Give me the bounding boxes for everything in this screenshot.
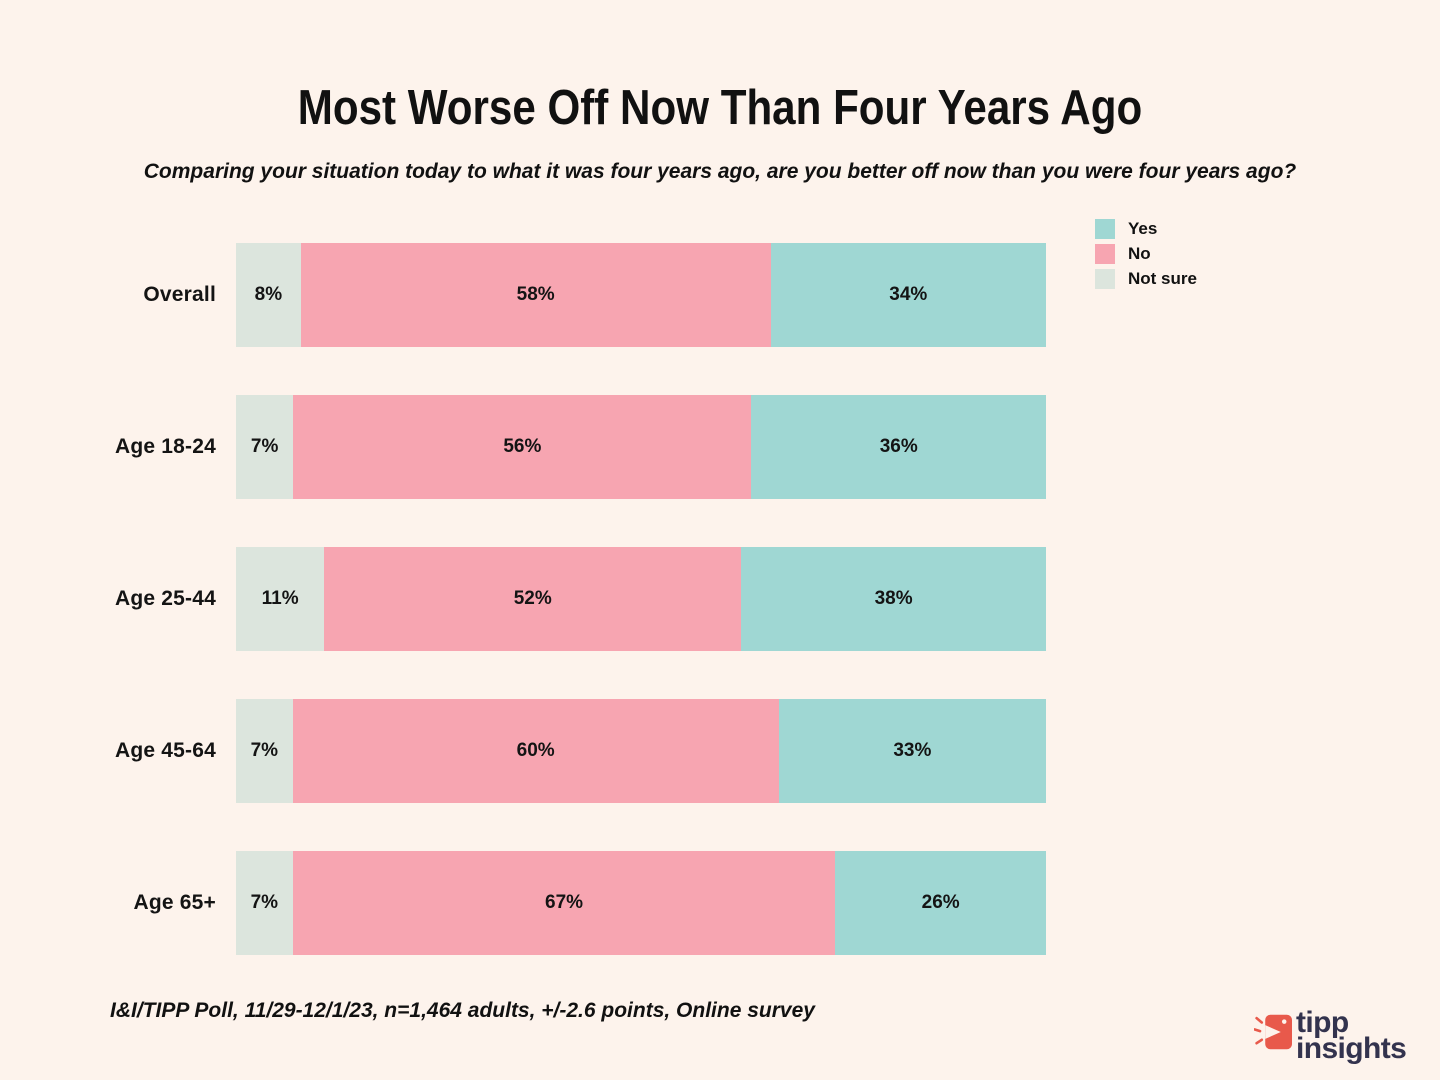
bar-segment-yes: 26% xyxy=(835,851,1046,955)
bar-segment-no: 67% xyxy=(292,851,836,955)
bar-segment-yes: 33% xyxy=(778,699,1046,803)
bar-segment-no: 56% xyxy=(293,395,752,499)
page-title-text: Most Worse Off Now Than Four Years Ago xyxy=(297,81,1143,135)
bar-segment-no: 60% xyxy=(292,699,779,803)
segment-value-label: 56% xyxy=(503,436,542,457)
legend-swatch-icon xyxy=(1095,269,1115,289)
bar-segment-not-sure: 11% xyxy=(236,547,325,651)
stacked-bar: 11% 52% 38% xyxy=(236,547,1046,651)
chart-row-age-45-64: Age 45-64 7% 60% 33% xyxy=(0,699,1046,803)
segment-value-label: 8% xyxy=(254,284,283,305)
legend-item-yes: Yes xyxy=(1095,219,1197,239)
legend-swatch-icon xyxy=(1095,244,1115,264)
legend-label: Yes xyxy=(1128,219,1158,238)
legend-item-no: No xyxy=(1095,244,1197,264)
chart-row-overall: Overall 8% 58% 34% xyxy=(0,243,1046,347)
category-label: Age 65+ xyxy=(133,891,216,914)
bar-segment-not-sure: 7% xyxy=(236,395,294,499)
stacked-bar: 7% 67% 26% xyxy=(236,851,1046,955)
category-label: Overall xyxy=(143,283,216,306)
segment-value-label: 67% xyxy=(545,892,584,913)
segment-value-label: 36% xyxy=(879,436,918,457)
segment-value-label: 7% xyxy=(250,892,279,913)
page-title: Most Worse Off Now Than Four Years Ago xyxy=(0,80,1440,136)
bar-segment-not-sure: 7% xyxy=(236,699,293,803)
legend-item-not-sure: Not sure xyxy=(1095,269,1197,289)
segment-value-label: 7% xyxy=(250,740,279,761)
segment-value-label: 33% xyxy=(893,740,932,761)
source-footnote: I&I/TIPP Poll, 11/29-12/1/23, n=1,464 ad… xyxy=(110,999,815,1022)
bar-segment-yes: 36% xyxy=(751,395,1046,499)
logo-line2: insights xyxy=(1296,1031,1407,1065)
tipp-bird-icon xyxy=(1254,1014,1292,1050)
segment-value-label: 38% xyxy=(874,588,913,609)
category-label: Age 18-24 xyxy=(114,435,216,458)
chart-legend: Yes No Not sure xyxy=(1095,219,1197,289)
bar-segment-yes: 34% xyxy=(770,243,1046,347)
segment-value-label: 34% xyxy=(889,284,928,305)
legend-label: No xyxy=(1128,244,1151,263)
stacked-bar: 7% 56% 36% xyxy=(236,395,1046,499)
segment-value-label: 58% xyxy=(516,284,555,305)
legend-label: Not sure xyxy=(1128,269,1197,288)
chart-row-age-65-: Age 65+ 7% 67% 26% xyxy=(0,851,1046,955)
logo-line1: tipp xyxy=(1296,1006,1349,1039)
segment-value-label: 11% xyxy=(261,588,299,609)
bar-segment-no: 58% xyxy=(300,243,771,347)
chart-row-age-25-44: Age 25-44 11% 52% 38% xyxy=(0,547,1046,651)
stacked-bar: 7% 60% 33% xyxy=(236,699,1046,803)
chart-row-age-18-24: Age 18-24 7% 56% 36% xyxy=(0,395,1046,499)
tippinsights-logo: tipp insights xyxy=(1254,1006,1407,1065)
segment-value-label: 7% xyxy=(250,436,279,457)
bar-segment-not-sure: 7% xyxy=(236,851,293,955)
segment-value-label: 26% xyxy=(921,892,960,913)
bar-segment-no: 52% xyxy=(324,547,742,651)
category-label: Age 25-44 xyxy=(114,587,216,610)
segment-value-label: 52% xyxy=(513,588,552,609)
category-label: Age 45-64 xyxy=(114,739,216,762)
chart-subtitle: Comparing your situation today to what i… xyxy=(143,160,1297,183)
stacked-bar: 8% 58% 34% xyxy=(236,243,1046,347)
stacked-bar-chart: Overall 8% 58% 34% Age 18-24 7% 56% 36% Age 25-4… xyxy=(0,243,1046,955)
legend-swatch-icon xyxy=(1095,219,1115,239)
segment-value-label: 60% xyxy=(516,740,555,761)
bar-segment-not-sure: 8% xyxy=(236,243,301,347)
bar-segment-yes: 38% xyxy=(741,547,1046,651)
logo-wordmark: tipp insights xyxy=(1296,1006,1407,1065)
